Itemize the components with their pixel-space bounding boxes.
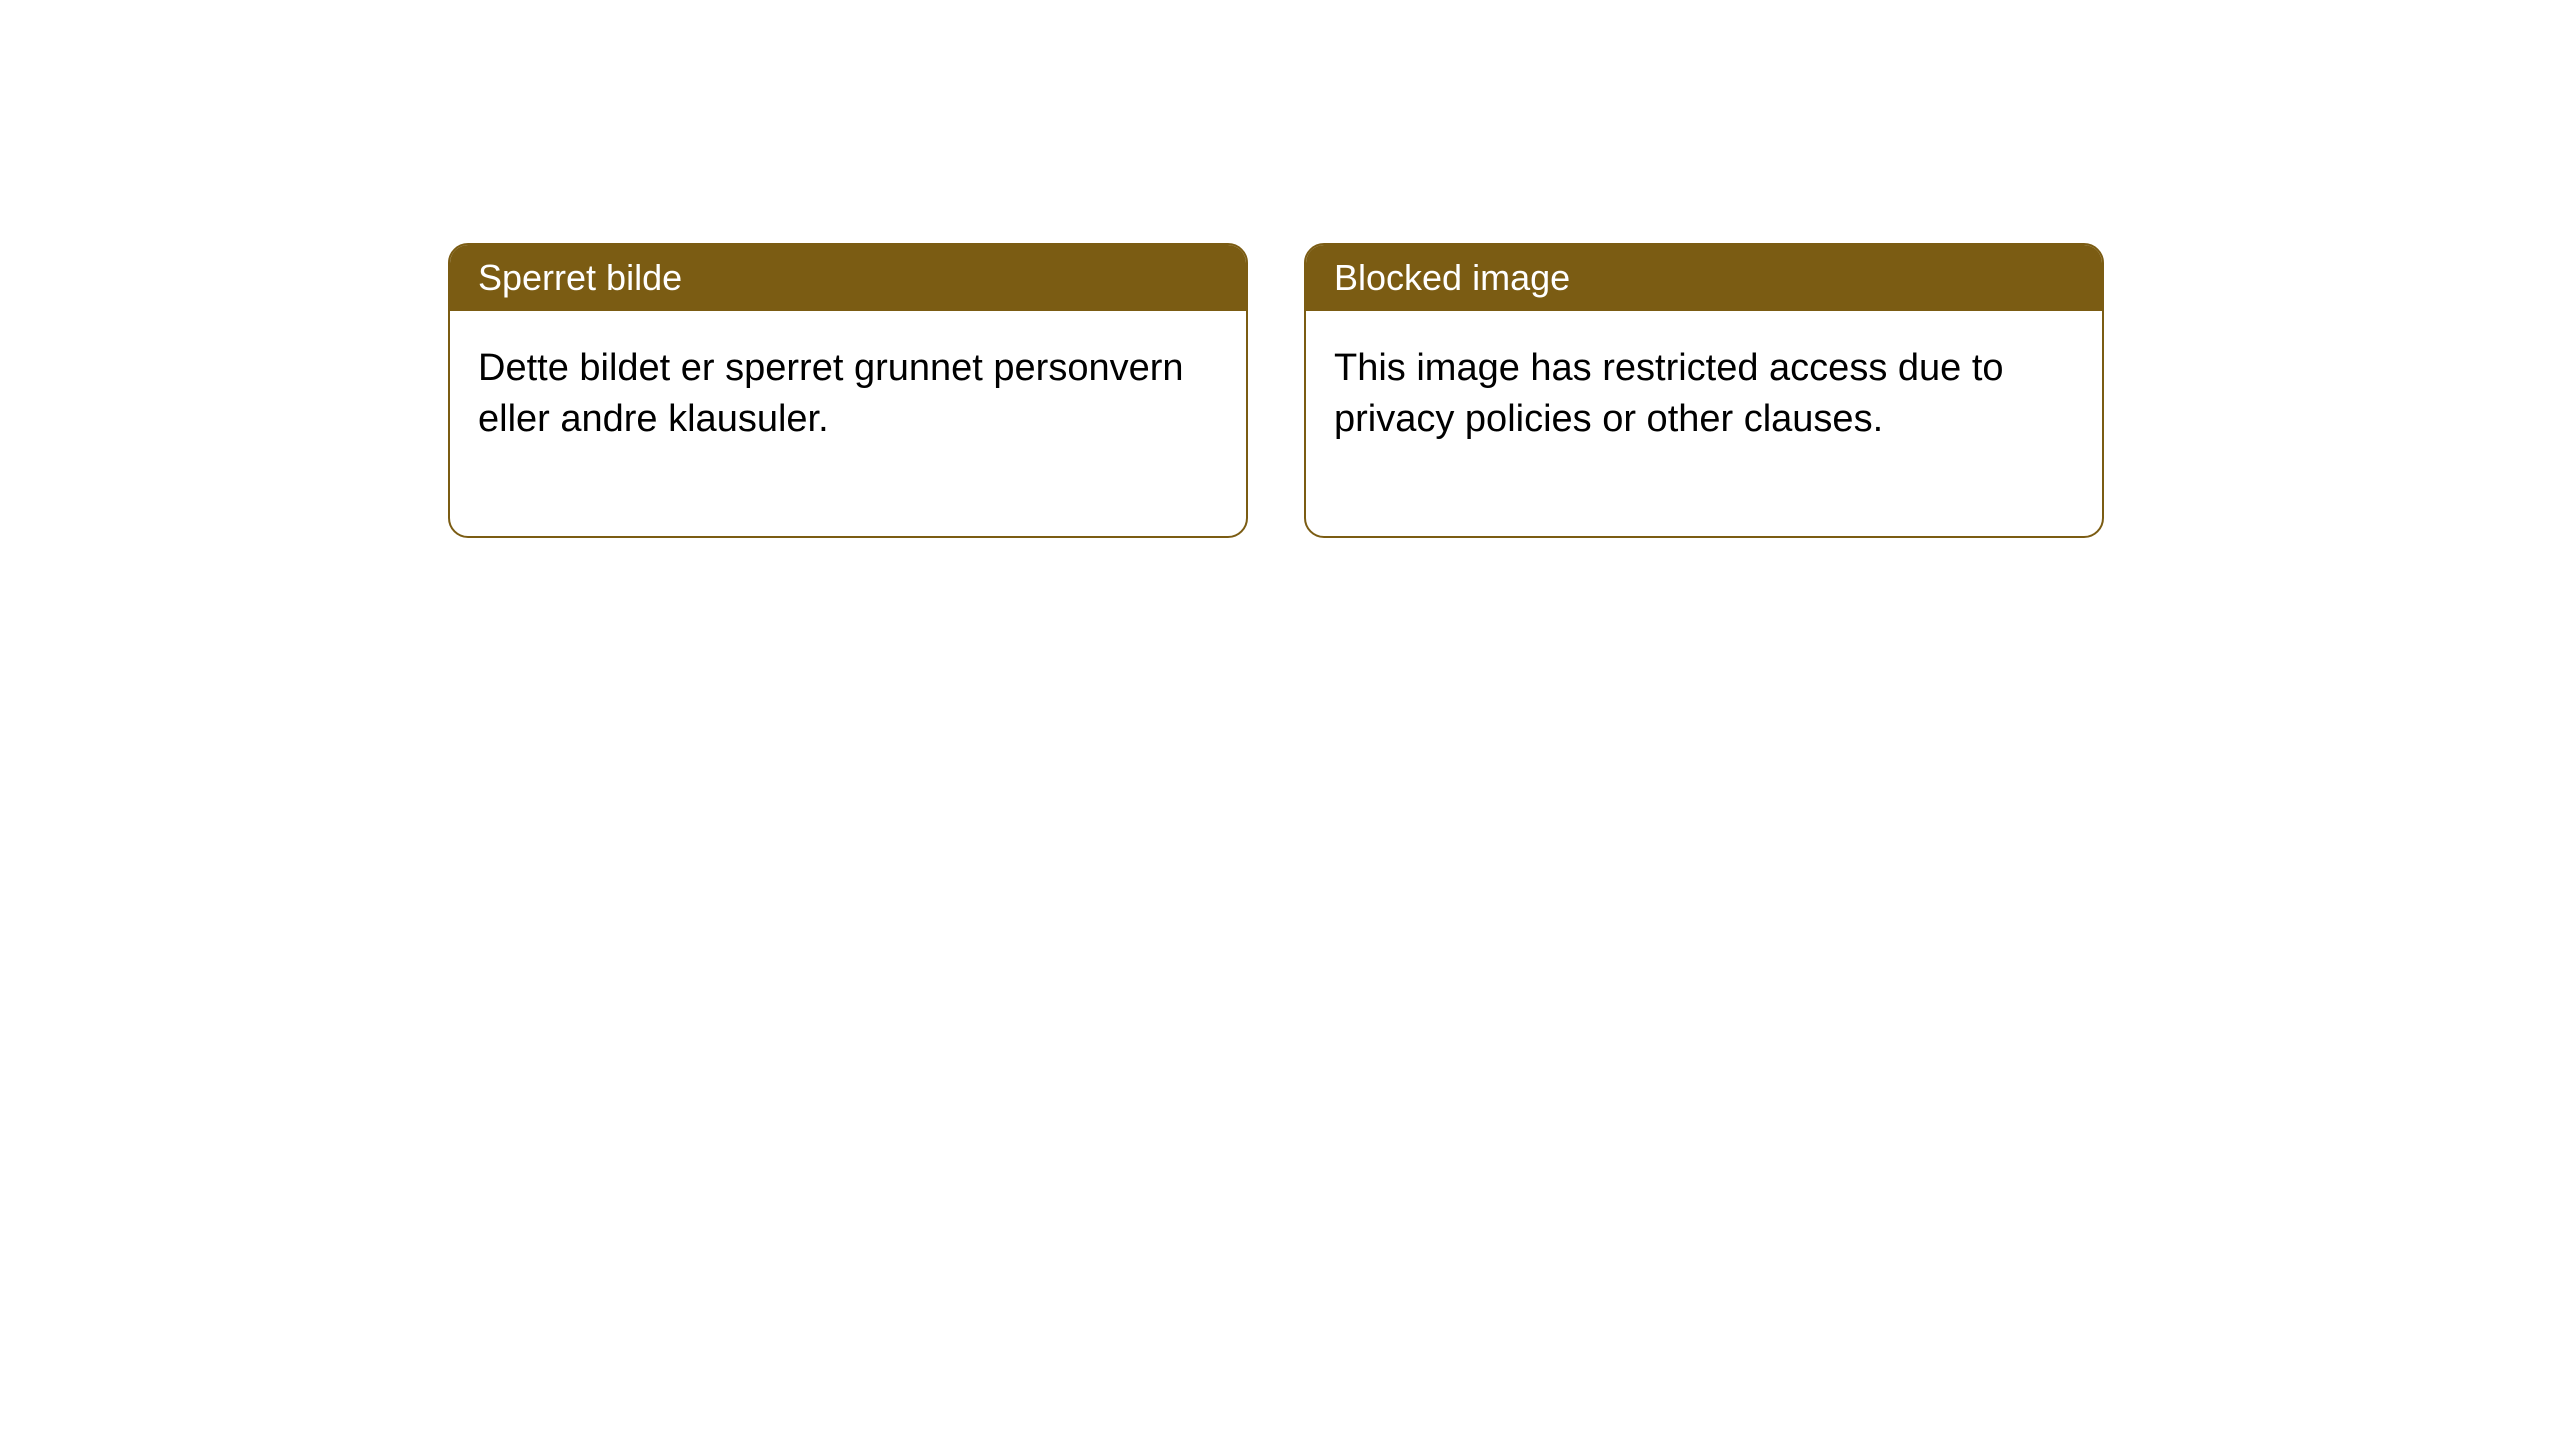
card-title-english: Blocked image (1334, 257, 1570, 298)
card-body-norwegian: Dette bildet er sperret grunnet personve… (450, 311, 1246, 536)
card-header-english: Blocked image (1306, 245, 2102, 311)
card-text-english: This image has restricted access due to … (1334, 347, 2004, 440)
card-body-english: This image has restricted access due to … (1306, 311, 2102, 536)
notice-cards-container: Sperret bilde Dette bildet er sperret gr… (448, 243, 2104, 538)
card-text-norwegian: Dette bildet er sperret grunnet personve… (478, 347, 1184, 440)
card-title-norwegian: Sperret bilde (478, 257, 682, 298)
notice-card-english: Blocked image This image has restricted … (1304, 243, 2104, 538)
card-header-norwegian: Sperret bilde (450, 245, 1246, 311)
notice-card-norwegian: Sperret bilde Dette bildet er sperret gr… (448, 243, 1248, 538)
